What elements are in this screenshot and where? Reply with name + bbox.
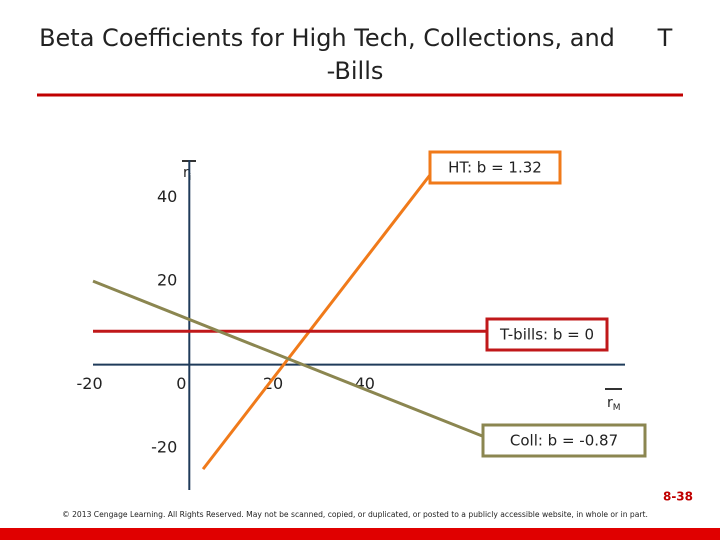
series-label-box <box>485 317 609 352</box>
series-line <box>92 279 493 442</box>
series-label: T-bills: b = 0 <box>499 326 594 344</box>
series-label-box <box>428 150 562 185</box>
x-tick-label: 0 <box>176 374 186 393</box>
slide-number: 8-38 <box>663 490 693 504</box>
footer: © 2013 Cengage Learning. All Rights Rese… <box>62 510 648 519</box>
title-line: Beta Coefficients for High Tech, Collect… <box>39 24 615 52</box>
title-line: -Bills <box>327 57 384 85</box>
y-tick-label: 40 <box>157 187 177 206</box>
x-axis-label: rM <box>607 395 621 413</box>
y-tick-label: -20 <box>151 438 177 457</box>
bottom-bar <box>0 528 720 540</box>
title-fragment: T <box>657 24 673 52</box>
y-tick-label: 20 <box>157 271 177 290</box>
series-line <box>201 159 443 471</box>
series-label: Coll: b = -0.87 <box>510 432 618 450</box>
x-tick-label: -20 <box>77 374 103 393</box>
series-label-box <box>481 423 647 458</box>
series-label: HT: b = 1.32 <box>448 159 542 177</box>
x-tick-label: 20 <box>263 374 283 393</box>
